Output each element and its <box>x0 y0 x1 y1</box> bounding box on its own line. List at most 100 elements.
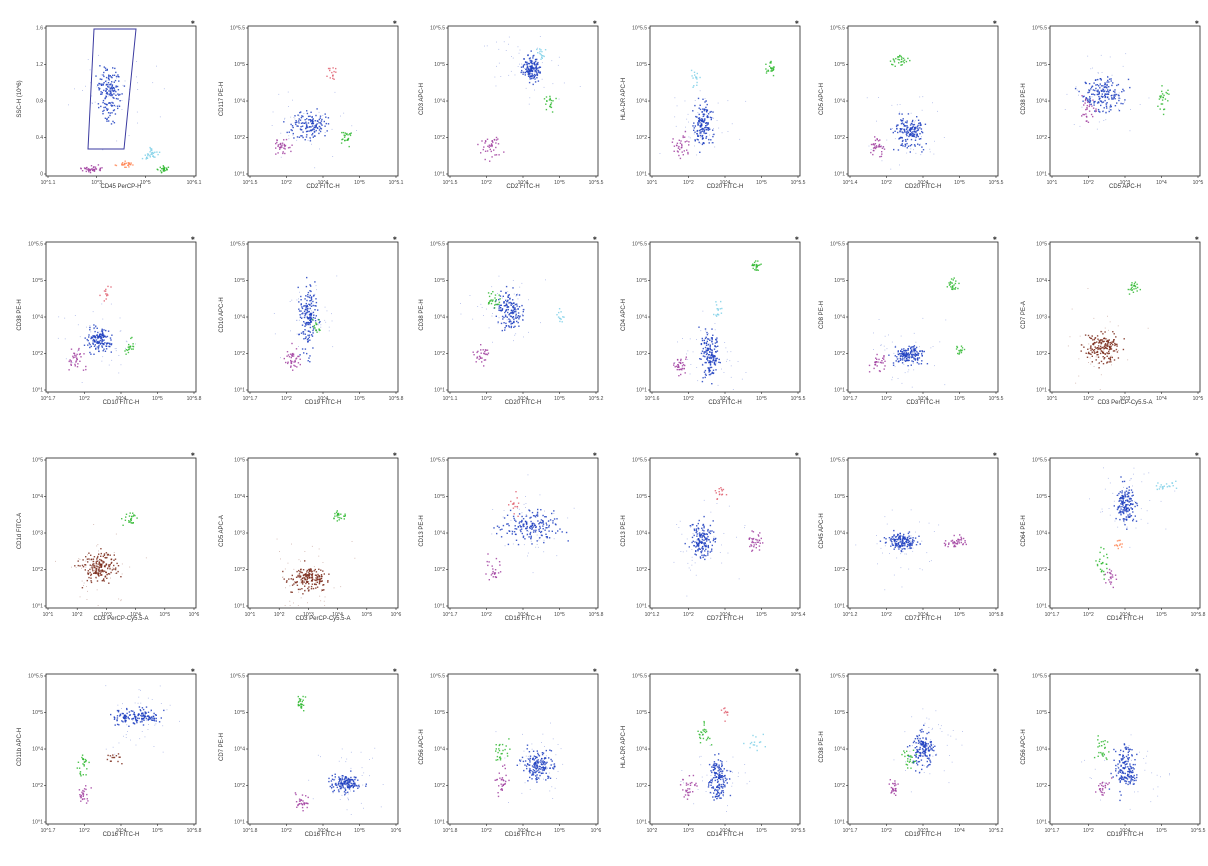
event-point <box>536 64 537 65</box>
event-point <box>289 585 290 586</box>
event-point <box>1089 337 1090 338</box>
y-tick-label: 10^5 <box>234 278 245 284</box>
event-point <box>904 131 905 132</box>
event-point <box>319 119 320 120</box>
y-tick-label: 10^1 <box>636 388 647 394</box>
event-point <box>319 330 320 331</box>
event-point <box>302 348 303 349</box>
event-point <box>308 119 309 120</box>
event-point <box>163 165 164 166</box>
event-point <box>329 68 330 69</box>
event-point <box>1144 474 1145 475</box>
event-point <box>88 570 89 571</box>
event-point <box>684 150 685 151</box>
event-point <box>884 537 885 538</box>
event-point <box>906 554 907 555</box>
event-point <box>1110 346 1111 347</box>
event-point <box>97 334 98 335</box>
event-point <box>315 320 316 321</box>
event-point <box>513 302 514 303</box>
event-point <box>556 314 557 315</box>
event-point <box>551 513 552 514</box>
event-point <box>79 565 80 566</box>
event-point <box>754 269 755 270</box>
event-point <box>1105 328 1106 329</box>
event-point <box>929 149 930 150</box>
event-point <box>117 571 118 572</box>
event-point <box>115 164 116 165</box>
event-point <box>320 581 321 582</box>
event-point <box>872 154 873 155</box>
event-point <box>1100 100 1101 101</box>
event-point <box>532 57 533 58</box>
event-point <box>1160 95 1161 96</box>
event-point <box>702 111 703 112</box>
event-point <box>292 592 293 593</box>
event-point <box>551 60 552 61</box>
event-point <box>697 550 698 551</box>
event-point <box>958 353 959 354</box>
cell-population <box>283 108 329 141</box>
event-point <box>1075 88 1076 89</box>
event-point <box>511 71 512 72</box>
event-point <box>87 559 88 560</box>
event-point <box>488 292 489 293</box>
event-point <box>712 130 713 131</box>
event-point <box>902 145 903 146</box>
event-point <box>542 522 543 523</box>
event-point <box>509 321 510 322</box>
event-point <box>1135 282 1136 283</box>
event-point <box>893 149 894 150</box>
event-point <box>953 546 954 547</box>
event-point <box>280 357 281 358</box>
event-point <box>702 529 703 530</box>
event-point <box>315 318 316 319</box>
y-axis-label: CD3 APC-H <box>412 24 432 174</box>
event-point <box>1085 100 1086 101</box>
event-point <box>714 360 715 361</box>
event-point <box>487 553 488 554</box>
event-point <box>892 510 893 511</box>
event-point <box>914 136 915 137</box>
event-point <box>1093 102 1094 103</box>
event-point <box>723 489 724 490</box>
event-point <box>1081 350 1082 351</box>
event-point <box>929 523 930 524</box>
event-point <box>919 133 920 134</box>
event-point <box>507 307 508 308</box>
event-point <box>954 535 955 536</box>
event-point <box>563 317 564 318</box>
event-point <box>727 100 728 101</box>
event-point <box>1110 89 1111 90</box>
event-point <box>507 523 508 524</box>
event-point <box>298 356 299 357</box>
event-point <box>1110 357 1111 358</box>
event-point <box>873 333 874 334</box>
event-point <box>516 304 517 305</box>
event-point <box>676 524 677 525</box>
event-point <box>959 352 960 353</box>
event-point <box>1103 356 1104 357</box>
event-point <box>497 526 498 527</box>
event-point <box>98 348 99 349</box>
event-point <box>699 142 700 143</box>
event-point <box>919 346 920 347</box>
event-point <box>531 536 532 537</box>
event-point <box>106 121 107 122</box>
event-point <box>68 369 69 370</box>
event-point <box>298 122 299 123</box>
event-point <box>499 561 500 562</box>
event-point <box>725 347 726 348</box>
event-point <box>710 375 711 376</box>
event-point <box>77 366 78 367</box>
event-point <box>1161 103 1162 104</box>
event-point <box>955 283 956 284</box>
y-tick-label: 10^5 <box>234 458 245 464</box>
y-tick-label: 10^4 <box>636 315 647 321</box>
event-point <box>487 565 488 566</box>
event-point <box>314 281 315 282</box>
event-point <box>299 310 300 311</box>
event-point <box>299 573 300 574</box>
